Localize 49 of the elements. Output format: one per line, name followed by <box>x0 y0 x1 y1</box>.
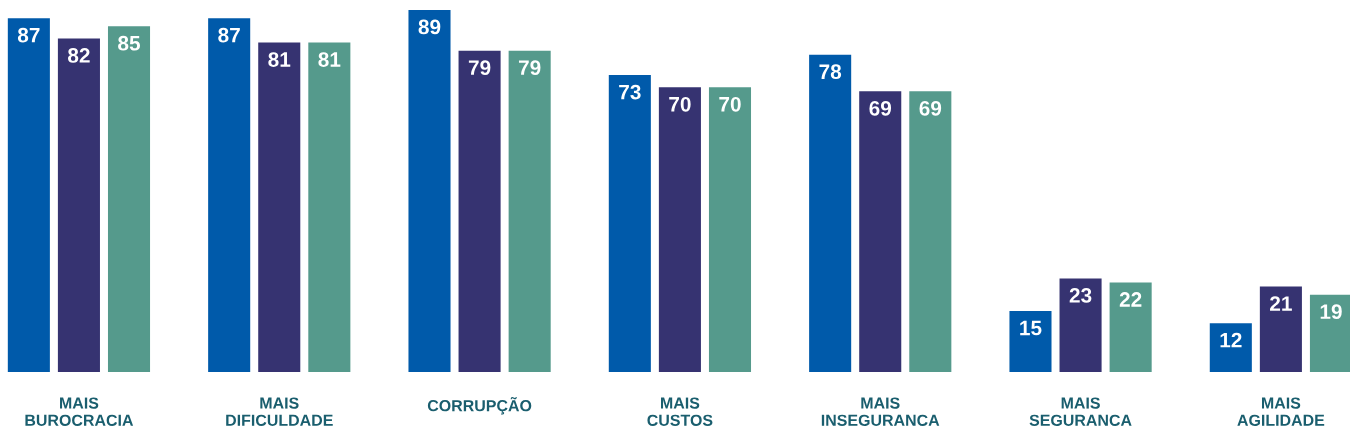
data-label: 85 <box>118 35 141 51</box>
data-label: 89 <box>418 19 441 35</box>
bar <box>809 54 852 372</box>
data-label: 21 <box>1270 296 1292 311</box>
data-label: 81 <box>268 52 291 67</box>
bar <box>1209 323 1252 372</box>
bar <box>1309 294 1350 372</box>
data-label: 19 <box>1320 304 1342 320</box>
data-label: 69 <box>919 100 942 116</box>
bar <box>608 75 651 372</box>
bar <box>308 42 351 372</box>
data-label: 69 <box>869 100 892 116</box>
data-label: 81 <box>318 52 341 67</box>
bar <box>408 10 451 372</box>
x-tick-label: MAIS CUSTOS <box>647 397 713 426</box>
bar <box>107 26 151 372</box>
bar <box>57 38 100 372</box>
data-label: 12 <box>1220 332 1242 348</box>
data-label: 87 <box>17 27 40 43</box>
bar <box>458 50 501 372</box>
data-label: 15 <box>1020 320 1042 336</box>
data-label: 73 <box>619 84 641 100</box>
x-tick-label: MAIS BUROCRACIA <box>25 397 134 426</box>
x-tick-label: MAIS DIFICULDADE <box>226 397 333 426</box>
data-label: 70 <box>719 96 741 112</box>
bar <box>909 91 952 372</box>
bar <box>208 18 251 372</box>
bar <box>658 87 701 372</box>
data-label: 79 <box>468 60 491 76</box>
x-tick-label: CORRUPÇÃO <box>427 397 532 415</box>
bar <box>1059 278 1102 372</box>
data-label: 79 <box>518 60 541 76</box>
data-label: 87 <box>218 27 240 43</box>
bar <box>708 87 752 372</box>
bar <box>1009 310 1052 372</box>
data-label: 23 <box>1069 288 1092 303</box>
data-label: 78 <box>819 64 842 80</box>
data-label: 22 <box>1119 292 1142 307</box>
x-tick-label: MAIS AGILIDADE <box>1237 397 1325 426</box>
data-label: 82 <box>68 48 90 63</box>
bar <box>258 42 301 372</box>
bar <box>7 18 50 372</box>
bar <box>508 50 551 372</box>
x-tick-label: MAIS SEGURANCA <box>1029 397 1132 426</box>
bar <box>1259 286 1302 372</box>
bar <box>859 91 902 372</box>
bar <box>1109 282 1152 372</box>
x-tick-label: MAIS INSEGURANCA <box>821 397 940 426</box>
data-label: 70 <box>669 96 691 112</box>
